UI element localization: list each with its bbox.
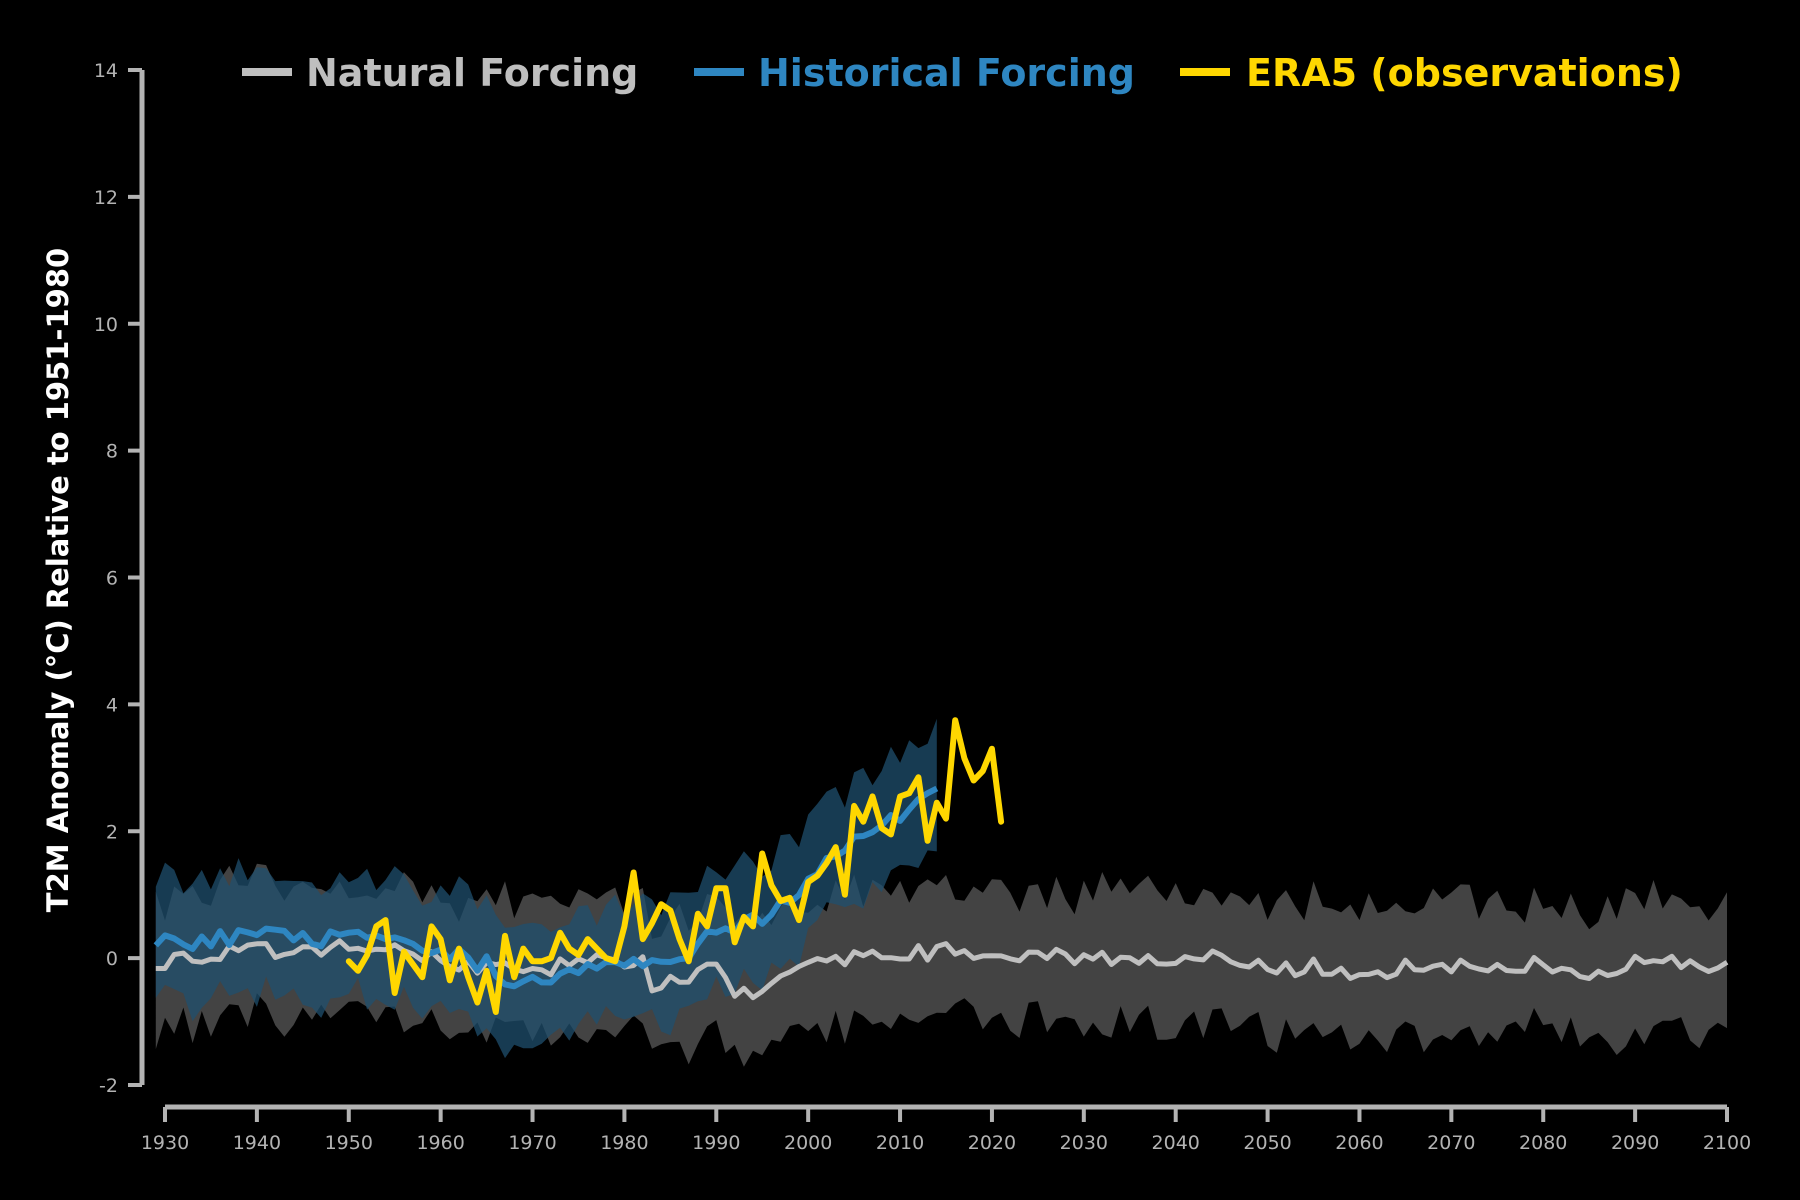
x-tick-label: 2030 — [1060, 1132, 1108, 1154]
y-tick-label: -2 — [99, 1075, 118, 1097]
x-tick-label: 1940 — [233, 1132, 281, 1154]
x-tick-label: 2070 — [1427, 1132, 1475, 1154]
x-tick-label: 2010 — [876, 1132, 924, 1154]
x-tick-label: 2000 — [784, 1132, 832, 1154]
x-tick-label: 2050 — [1243, 1132, 1291, 1154]
x-tick-label: 1990 — [692, 1132, 740, 1154]
x-tick-label: 2100 — [1703, 1132, 1751, 1154]
legend-label: Historical Forcing — [758, 51, 1135, 95]
era5-observations-line — [345, 717, 1005, 1015]
y-axis-label: T2M Anomaly (°C) Relative to 1951-1980 — [41, 248, 75, 912]
x-tick-label: 1930 — [141, 1132, 189, 1154]
y-tick-label: 8 — [106, 441, 118, 463]
y-tick-label: 14 — [94, 60, 118, 82]
legend: Natural Forcing Historical Forcing ERA5 (o… — [242, 51, 1683, 95]
x-tick-label: 2040 — [1152, 1132, 1200, 1154]
natural-forcing-mean-line — [155, 938, 1729, 1001]
legend-label: ERA5 (observations) — [1246, 51, 1683, 95]
y-tick-label: 4 — [106, 694, 118, 716]
x-tick-label: 1960 — [416, 1132, 464, 1154]
plot-area — [153, 717, 1729, 1067]
axes: -2 0 2 4 6 8 10 12 14 1930 1940 1950 1960 1970 1980 199… — [94, 60, 1751, 1154]
x-tick-label: 1970 — [508, 1132, 556, 1154]
x-tick-label: 2080 — [1519, 1132, 1567, 1154]
y-tick-label: 6 — [106, 568, 118, 590]
legend-label: Natural Forcing — [306, 51, 638, 95]
x-tick-label: 2020 — [968, 1132, 1016, 1154]
x-tick-label: 2060 — [1335, 1132, 1383, 1154]
y-tick-label: 12 — [94, 187, 118, 209]
y-tick-label: 0 — [106, 948, 118, 970]
x-tick-label: 2090 — [1611, 1132, 1659, 1154]
y-tick-label: 2 — [106, 821, 118, 843]
historical-forcing-range-band — [155, 718, 937, 1059]
y-tick-label: 10 — [94, 314, 118, 336]
x-tick-label: 1980 — [600, 1132, 648, 1154]
x-tick-label: 1950 — [325, 1132, 373, 1154]
